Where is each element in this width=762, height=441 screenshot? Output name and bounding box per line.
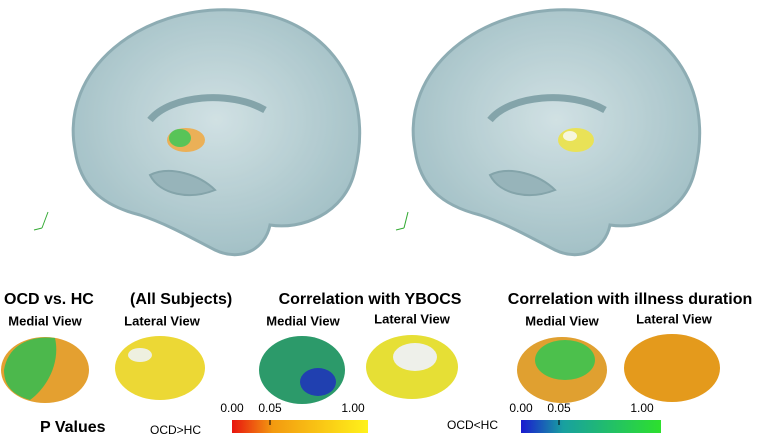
brain-left [71,8,362,257]
group-title: OCD vs. HC [4,291,94,308]
view-label: Lateral View [124,313,201,328]
colorbar [232,420,368,433]
axis-icon [33,211,409,231]
view-label: Lateral View [374,311,451,326]
group-title: (All Subjects) [130,291,232,308]
colorbar-label: OCD<HC [447,418,498,432]
group-title: Correlation with YBOCS [279,291,462,308]
view-label: Lateral View [636,311,713,326]
legend-title: P Values [40,419,106,436]
brain-right [411,8,702,257]
colorbar [521,420,661,433]
colorbar-tick-label: 1.00 [630,401,654,415]
colorbar-tick-label: 0.00 [509,401,533,415]
view-label: Medial View [525,313,599,328]
colorbar-tick-label: 0.05 [547,401,571,415]
surface-maps [1,334,720,404]
colorbar-tick-label: 0.05 [258,401,282,415]
group-title: Correlation with illness duration [508,291,752,308]
view-label: Medial View [8,313,82,328]
colorbar-label: OCD>HC [150,423,201,437]
view-label: Medial View [266,313,340,328]
colorbar-tick-label: 1.00 [341,401,365,415]
colorbar-tick-label: 0.00 [220,401,244,415]
